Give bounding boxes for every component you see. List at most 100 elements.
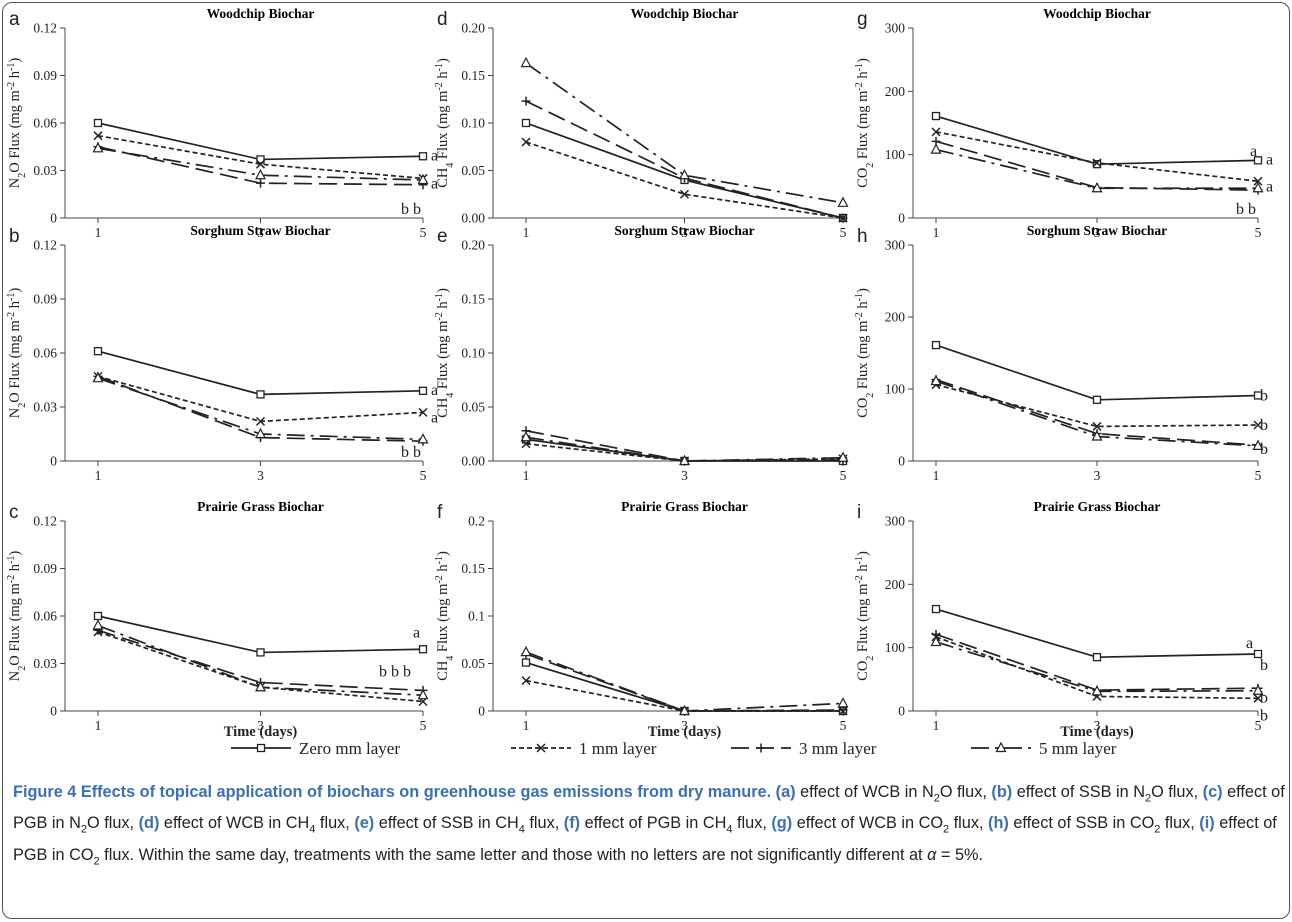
y-tick-label: 0.10: [461, 116, 485, 131]
data-point: [255, 168, 266, 180]
y-tick-label: 0.05: [461, 163, 485, 178]
series-line: [525, 436, 844, 462]
data-point: [255, 680, 266, 692]
y-axis-label-part: ): [855, 551, 871, 556]
data-point: [521, 676, 531, 686]
legend-label: 3 mm layer: [799, 739, 877, 758]
y-axis-label-part: 2: [17, 666, 28, 671]
y-axis-label-part: h: [7, 70, 23, 82]
data-point: [1092, 653, 1102, 662]
data-point: [1252, 181, 1264, 193]
panel-letter: h: [857, 226, 868, 247]
significance-letter: b: [1260, 657, 1268, 674]
data-point: [931, 604, 941, 614]
y-axis-label-part: -2: [6, 575, 17, 583]
significance-letter: b: [1260, 690, 1268, 707]
x-axis-label: Time (days): [224, 724, 298, 740]
x-tick-label: 1: [933, 468, 940, 483]
legend-marker: [995, 741, 1007, 753]
series-line: [935, 131, 1259, 183]
data-point: [1253, 420, 1263, 430]
data-point: [520, 645, 532, 657]
data-point: [521, 118, 531, 128]
caption-segment: (a): [775, 783, 796, 801]
panel-letter: a: [9, 9, 20, 30]
y-axis-label-part: -1: [854, 556, 865, 564]
series-line: [935, 378, 1259, 447]
y-axis-label-part: CH: [435, 660, 451, 681]
series-line: [97, 147, 424, 181]
series-line: [97, 629, 424, 692]
y-tick-label: 0.03: [33, 656, 57, 671]
data-point: [418, 407, 428, 417]
x-tick-label: 1: [95, 225, 102, 240]
x-tick-label: 3: [1094, 225, 1101, 240]
chart-d: d Woodchip Biochar 0.00 0.05 0.10 0.15 0.20 1 3 5…: [434, 6, 849, 240]
caption-segment: flux,: [524, 814, 564, 833]
significance-letter: b b: [401, 444, 421, 461]
x-tick-label: 1: [95, 718, 102, 733]
caption-segment: (i): [1199, 814, 1215, 833]
caption-segment: flux,: [1160, 814, 1200, 833]
y-tick-label: 0.10: [461, 346, 485, 361]
data-point: [521, 96, 531, 106]
y-axis-label-part: 2: [865, 163, 876, 168]
caption-segment: O flux,: [87, 814, 139, 833]
y-axis-label-part: Flux (mg m: [435, 90, 451, 163]
y-tick-label: 0.12: [33, 238, 57, 253]
panel-letter: i: [857, 502, 861, 523]
y-axis-label-part: CO: [855, 168, 871, 188]
y-axis-label-part: -2: [434, 82, 445, 90]
data-point: [418, 152, 428, 161]
y-tick-label: 0: [50, 454, 57, 469]
caption-segment: 2: [1144, 792, 1152, 805]
caption-segment: effect of SSB in CO: [1008, 814, 1155, 833]
y-axis-label-part: ): [7, 288, 23, 293]
y-axis-label: CH4 Flux (mg m-2 h-1): [434, 288, 456, 418]
data-point: [93, 347, 103, 356]
y-axis-label: N2O Flux (mg m-2 h-1): [6, 288, 28, 419]
y-axis-label-part: CO: [855, 661, 871, 681]
chart-i: i Prairie Grass Biochar 0 100 200 300 1 3 5 CO2 F…: [854, 499, 1269, 740]
series-line: [525, 62, 844, 204]
y-axis-label-part: N: [7, 670, 23, 681]
caption-segment: effect of SSB in N: [1012, 783, 1145, 801]
caption-segment: 2: [933, 792, 940, 805]
x-tick-label: 5: [420, 468, 427, 483]
y-axis-label-part: h: [435, 71, 451, 83]
significance-letter: b: [1260, 707, 1268, 724]
y-axis-label-part: h: [435, 301, 451, 313]
y-tick-label: 0: [478, 704, 485, 719]
legend-marker: [256, 743, 266, 753]
data-point: [255, 427, 266, 439]
chart-g: g Woodchip Biochar 0 100 200 300 1 3 5 CO2 Flux (…: [854, 6, 1274, 240]
data-point: [1092, 421, 1102, 431]
y-tick-label: 0.20: [461, 21, 485, 36]
y-axis-label: CO2 Flux (mg m-2 h-1): [854, 58, 876, 188]
y-axis-label-part: 4: [445, 393, 456, 398]
caption-segment: 2: [943, 823, 950, 836]
series-line: [935, 383, 1259, 428]
x-tick-label: 1: [933, 225, 940, 240]
caption-segment: 2: [80, 823, 87, 836]
y-axis-label-part: ): [435, 288, 451, 293]
data-point: [931, 340, 941, 350]
y-tick-label: 0.03: [33, 163, 57, 178]
caption-segment: = 5%.: [936, 845, 984, 864]
y-tick-label: 0.2: [468, 514, 485, 529]
y-axis-label-part: 4: [445, 656, 456, 661]
y-axis-label-part: -2: [854, 312, 865, 320]
caption-segment: O flux,: [939, 783, 992, 801]
panel-letter: b: [9, 226, 20, 247]
chart-f: f Prairie Grass Biochar 0 0.05 0.1 0.15 0.2 1 3 5…: [434, 499, 849, 740]
y-axis-label-part: -1: [6, 63, 17, 71]
y-axis-label-part: h: [855, 564, 871, 576]
y-axis-label-part: -2: [6, 82, 17, 90]
y-axis-label-part: -1: [434, 293, 445, 301]
y-tick-label: 100: [885, 382, 906, 397]
y-axis-label-part: O Flux (mg m: [7, 582, 23, 665]
y-axis-label-part: N: [7, 407, 23, 418]
y-axis-label-part: -2: [854, 575, 865, 583]
caption-segment: effect of WCB in CH: [159, 814, 310, 833]
y-tick-label: 0: [898, 211, 905, 226]
